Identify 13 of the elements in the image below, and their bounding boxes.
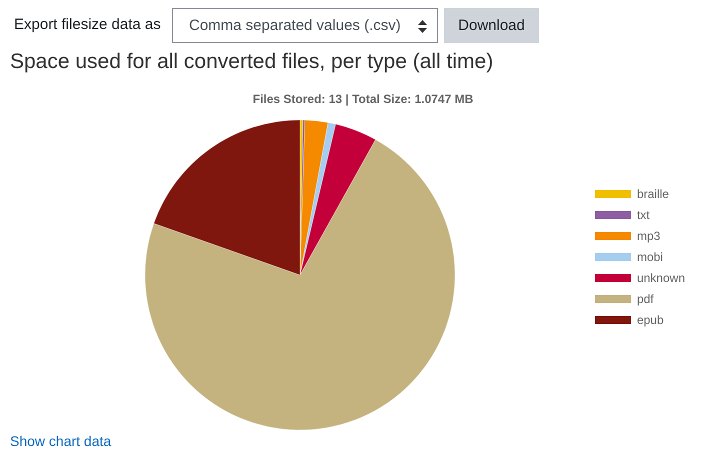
text: Export filesize data as xyxy=(14,16,161,33)
legend-label: epub xyxy=(636,313,664,327)
legend-label: mp3 xyxy=(636,229,661,243)
legend-label: braille xyxy=(636,187,670,201)
legend-label: pdf xyxy=(636,292,654,306)
legend-label: mobi xyxy=(636,250,663,264)
chart-subtitle: Files Stored: 13 | Total Size: 1.0747 MB xyxy=(252,92,474,106)
legend-label: txt xyxy=(636,208,650,222)
legend-label: unknown xyxy=(636,271,686,285)
text: Download xyxy=(444,8,539,43)
text: Show chart data xyxy=(10,433,112,449)
text: Comma separated values (.csv) xyxy=(189,17,401,34)
chart-title: Space used for all converted files, per type (all time) xyxy=(10,50,494,74)
